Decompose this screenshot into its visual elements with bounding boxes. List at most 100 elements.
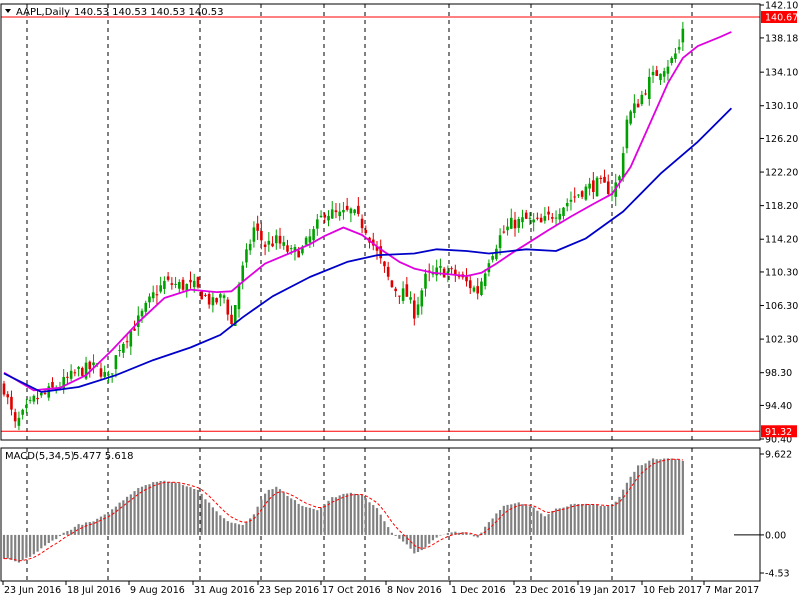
candle-up	[219, 294, 222, 298]
candle-up	[338, 211, 341, 217]
price-label: 122.20	[765, 168, 798, 179]
time-label: 7 Mar 2017	[705, 585, 759, 596]
candle-up	[148, 296, 151, 303]
candle-up	[629, 111, 632, 124]
price-label: 110.30	[765, 267, 798, 278]
candle-up	[222, 295, 226, 298]
candle-up	[237, 284, 241, 310]
candle-up	[640, 94, 644, 105]
candle-down	[323, 214, 327, 218]
candle-up	[621, 153, 625, 178]
candle-up	[625, 119, 629, 149]
candle-up	[509, 217, 513, 229]
candle-up	[681, 28, 685, 43]
candle-down	[81, 367, 84, 376]
candle-up	[483, 273, 487, 287]
candle-down	[476, 286, 480, 294]
horizontal-levels	[1, 16, 760, 432]
ohlc-values: 140.53 140.53 140.53 140.53	[74, 7, 224, 18]
candle-up	[666, 66, 670, 74]
candle-down	[536, 217, 539, 219]
price-label: 118.20	[765, 201, 798, 212]
candle-up	[506, 226, 509, 231]
candle-down	[256, 223, 259, 231]
candle-down	[390, 280, 394, 288]
candle-up	[308, 236, 312, 243]
price-axis: 142.10 138.18 134.10 130.10 126.20 122.20 118.…	[760, 1, 798, 446]
candle-up	[267, 240, 271, 245]
candle-up	[409, 297, 412, 300]
candle-down	[51, 381, 54, 388]
candle-down	[394, 288, 397, 292]
price-level-label: 91.32	[765, 427, 792, 438]
candle-down	[155, 294, 159, 296]
candle-up	[241, 265, 245, 282]
time-label: 23 Jun 2016	[4, 585, 61, 596]
candle-up	[159, 285, 162, 292]
candle-up	[670, 57, 673, 63]
candle-up	[416, 304, 420, 315]
candle-up	[293, 247, 297, 252]
candle-down	[230, 314, 233, 325]
candle-down	[271, 243, 274, 247]
candle-up	[274, 235, 278, 244]
time-label: 19 Jan 2017	[579, 585, 636, 596]
candle-down	[450, 268, 453, 270]
candle-up	[342, 209, 345, 213]
candle-up	[498, 235, 502, 248]
candle-up	[565, 202, 569, 207]
candle-down	[360, 218, 364, 229]
candle-up	[163, 280, 166, 289]
time-axis: 23 Jun 2016 18 Jul 2016 9 Aug 2016 31 Aug 2…	[2, 581, 759, 596]
macd-pane-border	[0, 447, 761, 582]
price-label: 138.18	[765, 33, 798, 44]
candle-down	[573, 196, 576, 198]
macd-histogram	[2, 458, 760, 563]
candle-up	[140, 310, 144, 317]
candle-up	[32, 395, 36, 402]
candle-down	[263, 244, 267, 247]
candle-up	[401, 288, 405, 301]
candle-down	[655, 70, 659, 77]
time-label: 9 Aug 2016	[130, 585, 185, 596]
candle-up	[304, 237, 308, 245]
candle-up	[424, 273, 427, 289]
price-label: 126.20	[765, 134, 798, 145]
time-label: 31 Aug 2016	[194, 585, 255, 596]
candle-up	[420, 290, 424, 307]
candle-down	[10, 396, 13, 410]
candle-up	[659, 73, 662, 81]
candle-up	[674, 53, 677, 59]
candle-up	[647, 76, 651, 100]
candle-up	[554, 217, 558, 219]
candle-up	[543, 216, 547, 221]
candle-down	[345, 205, 349, 210]
candle-down	[379, 246, 383, 259]
candle-up	[562, 207, 565, 217]
candle-down	[468, 280, 472, 289]
candle-up	[178, 282, 181, 289]
candle-up	[316, 219, 319, 229]
candle-up	[595, 177, 599, 197]
macd-signal-line	[4, 458, 683, 562]
time-label: 8 Nov 2016	[387, 585, 442, 596]
time-label: 18 Jul 2016	[67, 585, 121, 596]
candle-up	[110, 373, 114, 375]
price-level-label: 140.67	[765, 13, 798, 24]
price-label: 98.30	[765, 368, 792, 379]
price-level-badge	[761, 425, 797, 438]
collapse-triangle-icon[interactable]	[5, 9, 11, 13]
candle-down	[170, 283, 174, 285]
candle-up	[327, 215, 330, 221]
candle-down	[88, 361, 92, 370]
candle-down	[398, 295, 401, 297]
candle-up	[480, 281, 483, 296]
candle-down	[99, 368, 103, 377]
candle-up	[517, 218, 521, 228]
candle-down	[278, 235, 282, 244]
candle-down	[73, 372, 77, 374]
macd-label: 0.00	[765, 530, 786, 541]
candle-down	[226, 299, 230, 315]
